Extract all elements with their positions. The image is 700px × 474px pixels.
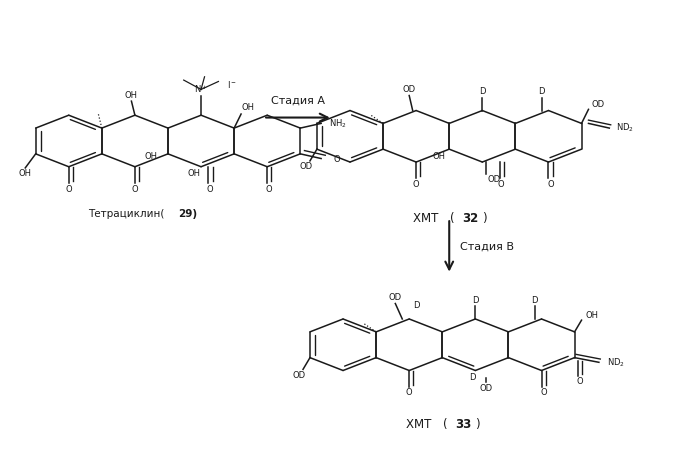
Text: O: O — [206, 185, 213, 194]
Text: OD: OD — [300, 163, 313, 172]
Text: O: O — [132, 185, 138, 194]
Text: NH$_2$: NH$_2$ — [330, 117, 347, 130]
Text: 32: 32 — [462, 212, 478, 225]
Text: ХМТ: ХМТ — [413, 212, 442, 225]
Text: I$^-$: I$^-$ — [228, 79, 237, 90]
Text: OH: OH — [585, 311, 598, 320]
Text: D: D — [531, 296, 538, 305]
Text: D: D — [472, 296, 479, 305]
Text: D: D — [479, 87, 486, 96]
Text: Стадия B: Стадия B — [460, 241, 514, 251]
Text: O: O — [413, 180, 419, 189]
Text: O: O — [577, 377, 584, 386]
Text: OH: OH — [241, 103, 254, 112]
Text: 33: 33 — [455, 418, 471, 431]
Text: D: D — [468, 373, 475, 382]
Text: OD: OD — [592, 100, 605, 109]
Text: OH: OH — [433, 152, 446, 161]
Text: Тетрациклин(: Тетрациклин( — [88, 209, 164, 219]
Text: OH: OH — [188, 169, 201, 178]
Text: (: ( — [450, 212, 455, 225]
Text: ХМТ: ХМТ — [406, 418, 435, 431]
Text: (: ( — [443, 418, 448, 431]
Text: OH: OH — [145, 152, 158, 161]
Text: ): ) — [475, 418, 480, 431]
Text: D: D — [413, 301, 419, 310]
Text: OD: OD — [389, 293, 402, 302]
Text: OD: OD — [480, 384, 492, 393]
Text: O: O — [406, 389, 412, 398]
Text: 29): 29) — [178, 209, 197, 219]
Text: ): ) — [482, 212, 486, 225]
Text: N$^+$: N$^+$ — [194, 83, 208, 95]
Text: O: O — [334, 155, 340, 164]
Text: ND$_2$: ND$_2$ — [616, 122, 634, 134]
Text: OH: OH — [125, 91, 138, 100]
Text: OD: OD — [402, 85, 416, 94]
Text: O: O — [540, 389, 547, 398]
Text: OD: OD — [293, 371, 306, 380]
Text: Стадия A: Стадия A — [271, 96, 325, 106]
Text: ND$_2$: ND$_2$ — [607, 357, 625, 370]
Text: OD: OD — [488, 175, 501, 184]
Text: O: O — [266, 185, 272, 194]
Text: O: O — [65, 185, 72, 194]
Text: O: O — [547, 180, 554, 189]
Text: O: O — [498, 180, 505, 189]
Text: OH: OH — [19, 169, 32, 178]
Text: D: D — [538, 87, 545, 96]
